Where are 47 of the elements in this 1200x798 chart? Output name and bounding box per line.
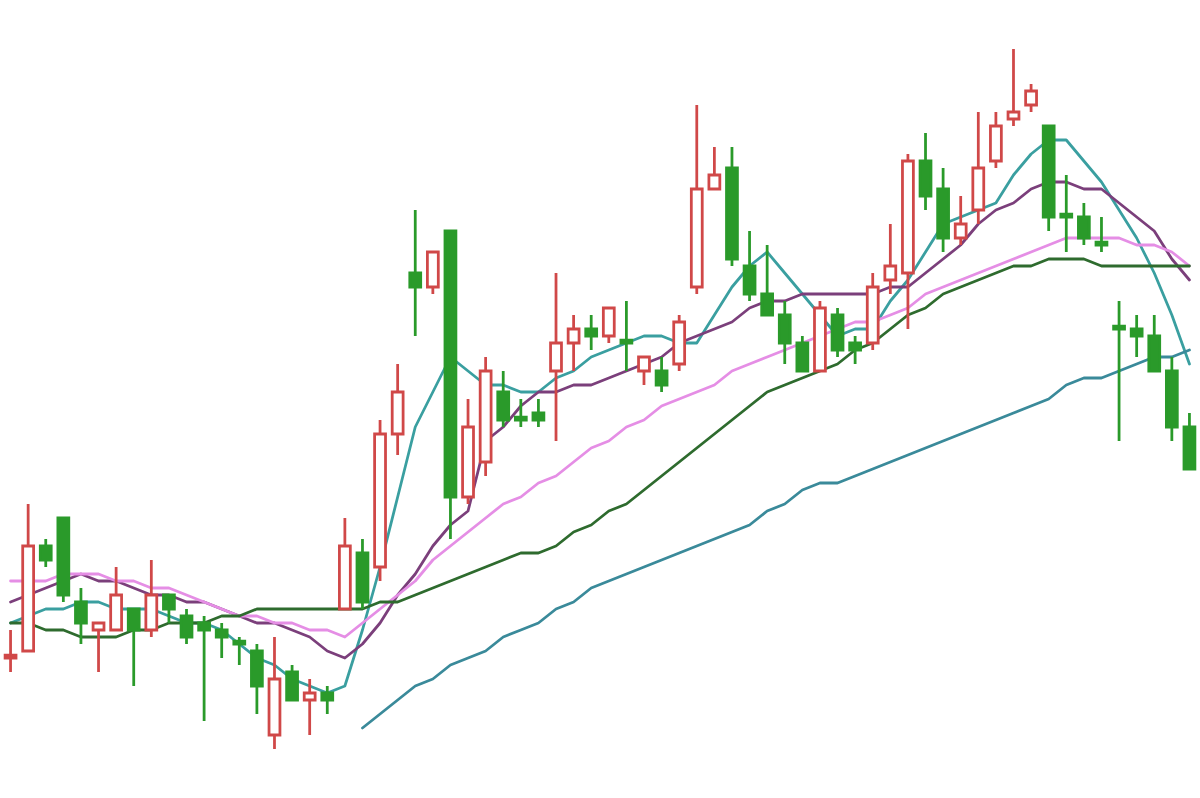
candlestick	[214, 621, 229, 660]
candlestick	[126, 607, 141, 688]
candlestick	[566, 313, 581, 373]
candlestick	[408, 208, 423, 338]
candlestick	[1077, 201, 1091, 247]
candlestick	[637, 355, 651, 387]
candlestick	[179, 607, 194, 646]
candlestick	[74, 586, 88, 646]
candlestick	[302, 677, 317, 737]
candlestick	[777, 299, 792, 366]
candlestick	[1182, 411, 1197, 471]
candlestick	[989, 110, 1003, 170]
candlestick	[848, 334, 862, 366]
candlestick	[654, 355, 669, 394]
candlestick	[830, 306, 845, 359]
candlestick	[795, 334, 810, 373]
candlestick	[197, 614, 211, 723]
candlestick	[1024, 82, 1038, 114]
candlestick	[513, 397, 528, 429]
candlestick	[531, 397, 546, 429]
candlestick	[162, 593, 176, 625]
candlestick	[1112, 299, 1126, 443]
candlestick	[971, 110, 986, 226]
candlestick	[619, 299, 634, 373]
candlestick	[707, 145, 722, 191]
candlestick	[144, 558, 159, 639]
candlestick	[496, 369, 511, 429]
candlestick	[426, 250, 440, 296]
candlestick	[601, 306, 616, 345]
candlestick	[742, 229, 757, 303]
candlestick	[1006, 47, 1021, 128]
candlestick	[953, 194, 968, 247]
candlestick	[918, 131, 933, 212]
candlestick	[390, 362, 405, 457]
candlestick	[672, 313, 687, 373]
candlestick	[1094, 215, 1109, 254]
candlestick	[91, 621, 106, 674]
candlestick	[109, 565, 123, 632]
candlestick	[760, 243, 774, 317]
candlestick	[285, 663, 299, 702]
candlestick	[549, 271, 563, 443]
candlestick	[3, 628, 18, 674]
candlestick	[320, 684, 335, 716]
candlestick	[232, 635, 247, 667]
candlestick	[250, 642, 264, 716]
candlestick	[584, 313, 599, 352]
candlestick	[883, 222, 898, 296]
